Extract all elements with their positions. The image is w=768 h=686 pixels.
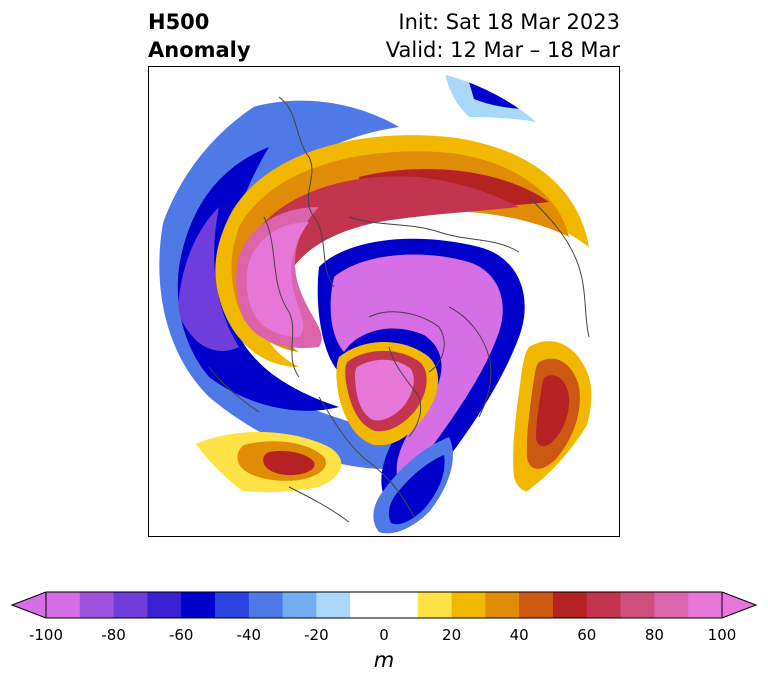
map-panel (148, 66, 620, 537)
colorbar-segment (316, 592, 351, 618)
colorbar-segment (113, 592, 148, 618)
coastlines (208, 96, 590, 523)
colorbar-segment (282, 592, 317, 618)
colorbar-segment (147, 592, 182, 618)
colorbar-segment (417, 592, 453, 618)
colorbar-segment (46, 592, 81, 618)
colorbar-tick-label: -60 (168, 626, 194, 644)
colorbar-segment (181, 592, 216, 618)
colorbar-outline-arrows (10, 591, 47, 619)
colorbar-tick-label: 20 (442, 626, 462, 644)
colorbar-segment (654, 592, 689, 618)
colorbar-tick-label: -20 (304, 626, 329, 644)
colorbar-segment (79, 592, 115, 618)
colorbar-tick-label: 60 (577, 626, 597, 644)
colorbar (10, 591, 758, 619)
colorbar-segment (553, 592, 588, 618)
colorbar-segment (688, 592, 723, 618)
colorbar-tick-label: 100 (707, 626, 737, 644)
init-time: Init: Sat 18 Mar 2023 (398, 10, 620, 34)
colorbar-segment (519, 592, 554, 618)
colorbar-segment (215, 592, 250, 618)
colorbar-tick-label: -40 (236, 626, 262, 644)
colorbar-tick-label: -100 (28, 626, 64, 644)
anomaly-map (149, 67, 619, 536)
colorbar-outline (45, 591, 723, 619)
chart-title: H500 Anomaly (148, 8, 251, 64)
colorbar-outline-arrows-right (721, 591, 758, 619)
colorbar-extend-high (722, 592, 756, 618)
colorbar-segment (384, 592, 419, 618)
colorbar-extend-low (12, 592, 46, 618)
colorbar-segment (485, 592, 520, 618)
title-line-1: H500 (148, 10, 210, 34)
anomaly-field (149, 67, 619, 536)
colorbar-segment (350, 592, 385, 618)
colorbar-segment (248, 592, 284, 618)
colorbar-segment (586, 592, 622, 618)
colorbar-tick-label: 0 (379, 626, 389, 644)
colorbar-unit: m (373, 648, 395, 672)
colorbar-segment (620, 592, 655, 618)
colorbar-segments (46, 592, 723, 618)
colorbar-segment (451, 592, 486, 618)
time-info: Init: Sat 18 Mar 2023 Valid: 12 Mar – 18… (386, 8, 620, 64)
colorbar-tick-label: 80 (644, 626, 664, 644)
colorbar-tick-label: 40 (509, 626, 529, 644)
valid-time: Valid: 12 Mar – 18 Mar (385, 38, 620, 62)
colorbar-tick-label: -80 (101, 626, 126, 644)
title-line-2: Anomaly (148, 38, 251, 62)
